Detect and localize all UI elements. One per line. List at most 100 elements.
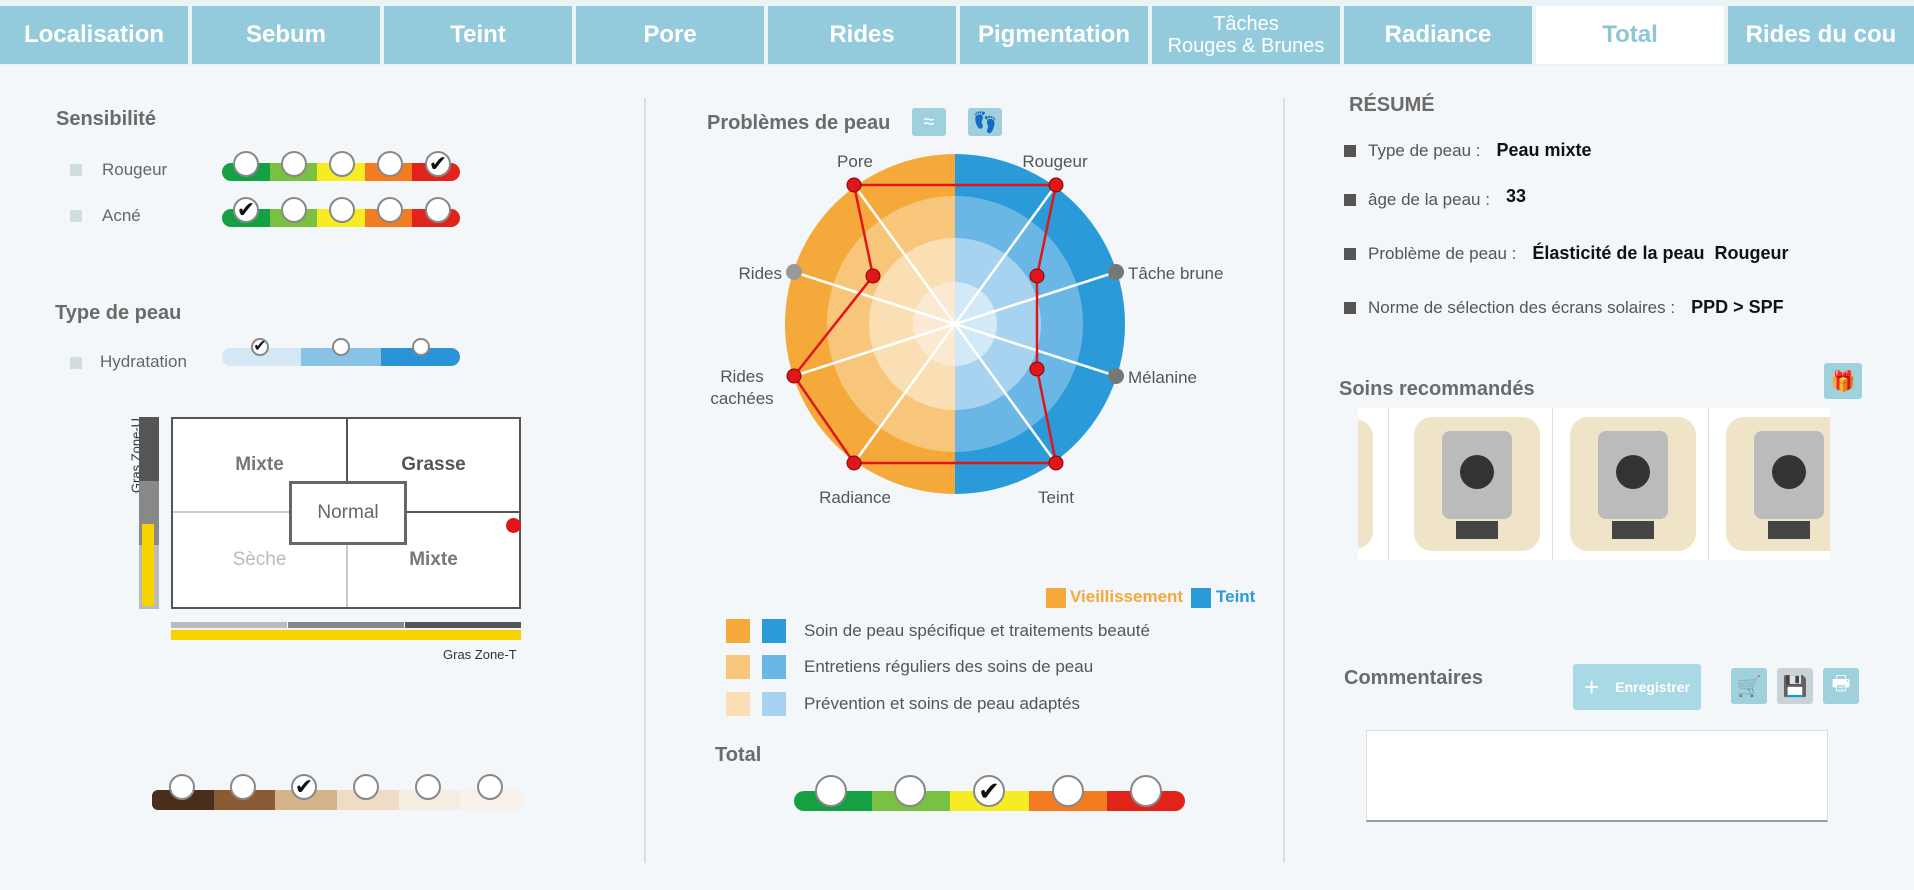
tab-rides-du-cou[interactable]: Rides du cou <box>1728 6 1914 64</box>
acne-knob-1-checked[interactable]: ✔ <box>233 197 259 223</box>
resume-title: RÉSUMÉ <box>1349 94 1435 116</box>
rougeur-knob-3[interactable] <box>329 151 355 177</box>
acne-knob-4[interactable] <box>377 197 403 223</box>
footprints-icon[interactable]: 👣 <box>968 108 1002 136</box>
rougeur-knob-5-checked[interactable]: ✔ <box>425 151 451 177</box>
divider-right <box>1283 98 1285 863</box>
level-row-3: Prévention et soins de peau adaptés <box>726 692 1080 716</box>
radar-label-rides-cachees-2: cachées <box>710 389 773 408</box>
rougeur-bullet <box>70 164 82 176</box>
hydratation-knob-3[interactable] <box>412 338 430 356</box>
level-3-orange <box>726 692 750 716</box>
total-knob-5[interactable] <box>1130 775 1162 807</box>
product-carousel[interactable] <box>1358 408 1830 560</box>
total-knob-1[interactable] <box>815 775 847 807</box>
legend-label-teint: Teint <box>1216 587 1256 606</box>
tab-sebum[interactable]: Sebum <box>192 6 380 64</box>
resume-row-age: âge de la peau : 33 <box>1344 186 1526 210</box>
acne-knob-5[interactable] <box>425 197 451 223</box>
skin-tone-knob-2[interactable] <box>230 774 256 800</box>
resume-value-type-peau: Peau mixte <box>1496 140 1592 160</box>
total-knob-4[interactable] <box>1052 775 1084 807</box>
plus-icon: + <box>1584 671 1600 702</box>
legend-swatch-vieillissement <box>1046 588 1066 608</box>
tab-teint[interactable]: Teint <box>384 6 572 64</box>
tab-pigmentation[interactable]: Pigmentation <box>960 6 1148 64</box>
level-1-blue <box>762 619 786 643</box>
grid-cell-mixte-top: Mixte <box>173 419 348 513</box>
skin-tone-knob-4[interactable] <box>353 774 379 800</box>
grid-cell-mixte-bottom: Mixte <box>409 549 458 570</box>
skin-tone-knob-5[interactable] <box>415 774 441 800</box>
radar-axis-end-melanine <box>1108 368 1124 384</box>
level-2-blue <box>762 655 786 679</box>
tab-pore[interactable]: Pore <box>576 6 764 64</box>
skin-radar-chart: Pore Rougeur Rides Tâche brune Rides cac… <box>710 152 1223 507</box>
check-icon: ✔ <box>978 776 1000 806</box>
radar-label-rougeur: Rougeur <box>1022 152 1088 171</box>
comment-textarea[interactable] <box>1366 730 1828 822</box>
radar-point-rides <box>865 268 881 284</box>
skin-tone-scale <box>152 790 522 810</box>
tab-rides[interactable]: Rides <box>768 6 956 64</box>
radar-label-teint: Teint <box>1038 488 1074 507</box>
tab-total[interactable]: Total <box>1536 6 1724 64</box>
rougeur-knob-2[interactable] <box>281 151 307 177</box>
resume-value-probleme: Élasticité de la peau Rougeur <box>1532 243 1789 263</box>
wave-icon[interactable]: ≈ <box>912 108 946 136</box>
resume-row-norme: Norme de sélection des écrans solaires :… <box>1344 297 1784 318</box>
radar-point-tache-brune <box>1029 268 1045 284</box>
resume-bullet <box>1344 247 1356 260</box>
tab-taches[interactable]: Tâches Rouges & Brunes <box>1152 6 1340 64</box>
tab-localisation[interactable]: Localisation <box>0 6 188 64</box>
product-image-1[interactable] <box>1402 408 1553 560</box>
level-2-label: Entretiens réguliers des soins de peau <box>804 657 1094 676</box>
level-2-orange <box>726 655 750 679</box>
skin-tone-knob-6[interactable] <box>477 774 503 800</box>
radar-label-rides-cachees-1: Rides <box>720 367 763 386</box>
rougeur-knob-1[interactable] <box>233 151 259 177</box>
acne-knob-2[interactable] <box>281 197 307 223</box>
resume-value-norme: PPD > SPF <box>1691 297 1784 317</box>
skin-tone-knob-1[interactable] <box>169 774 195 800</box>
radar-point-teint <box>1048 455 1064 471</box>
radar-axis-end-rides <box>786 264 802 280</box>
gift-icon[interactable]: 🎁 <box>1824 363 1862 399</box>
radar-label-rides: Rides <box>739 264 782 283</box>
acne-label: Acné <box>102 206 141 225</box>
rougeur-knob-4[interactable] <box>377 151 403 177</box>
divider-left <box>644 98 646 863</box>
check-icon: ✔ <box>294 774 314 799</box>
zone-u-bar <box>139 417 159 609</box>
acne-knob-3[interactable] <box>329 197 355 223</box>
resume-label-norme: Norme de sélection des écrans solaires : <box>1368 297 1676 317</box>
check-icon: ✔ <box>428 151 448 176</box>
radar-orange-inner <box>869 238 955 410</box>
product-image-0[interactable] <box>1358 408 1389 560</box>
level-row-1: Soin de peau spécifique et traitements b… <box>726 619 1150 643</box>
skin-tone-knob-3-checked[interactable]: ✔ <box>291 774 317 800</box>
tab-radiance[interactable]: Radiance <box>1344 6 1532 64</box>
total-knob-3-checked[interactable]: ✔ <box>973 775 1005 807</box>
product-image-3[interactable] <box>1714 408 1830 560</box>
hydratation-knob-2[interactable] <box>332 338 350 356</box>
level-3-blue <box>762 692 786 716</box>
save-button-label: Enregistrer <box>1615 679 1690 695</box>
check-icon: ✔ <box>253 338 267 355</box>
printer-icon[interactable]: 🖶 <box>1823 668 1859 704</box>
hydratation-knob-1-checked[interactable]: ✔ <box>251 338 269 356</box>
resume-row-probleme: Problème de peau : Élasticité de la peau… <box>1344 243 1788 264</box>
cart-icon[interactable]: 🛒 <box>1731 668 1767 704</box>
radar-point-rides-cachees <box>786 368 802 384</box>
total-title: Total <box>715 744 762 766</box>
hydratation-scale <box>222 348 460 366</box>
level-1-label: Soin de peau spécifique et traitements b… <box>804 621 1150 640</box>
total-knob-2[interactable] <box>894 775 926 807</box>
product-image-2[interactable] <box>1558 408 1709 560</box>
save-button[interactable]: + Enregistrer <box>1573 664 1701 710</box>
problemes-title: Problèmes de peau <box>707 112 891 134</box>
sebum-grid: Mixte Grasse Sèche Mixte Normal <box>171 417 521 609</box>
disk-save-icon[interactable]: 💾 <box>1777 668 1813 704</box>
resume-bullet <box>1344 144 1356 157</box>
rougeur-label: Rougeur <box>102 160 168 179</box>
